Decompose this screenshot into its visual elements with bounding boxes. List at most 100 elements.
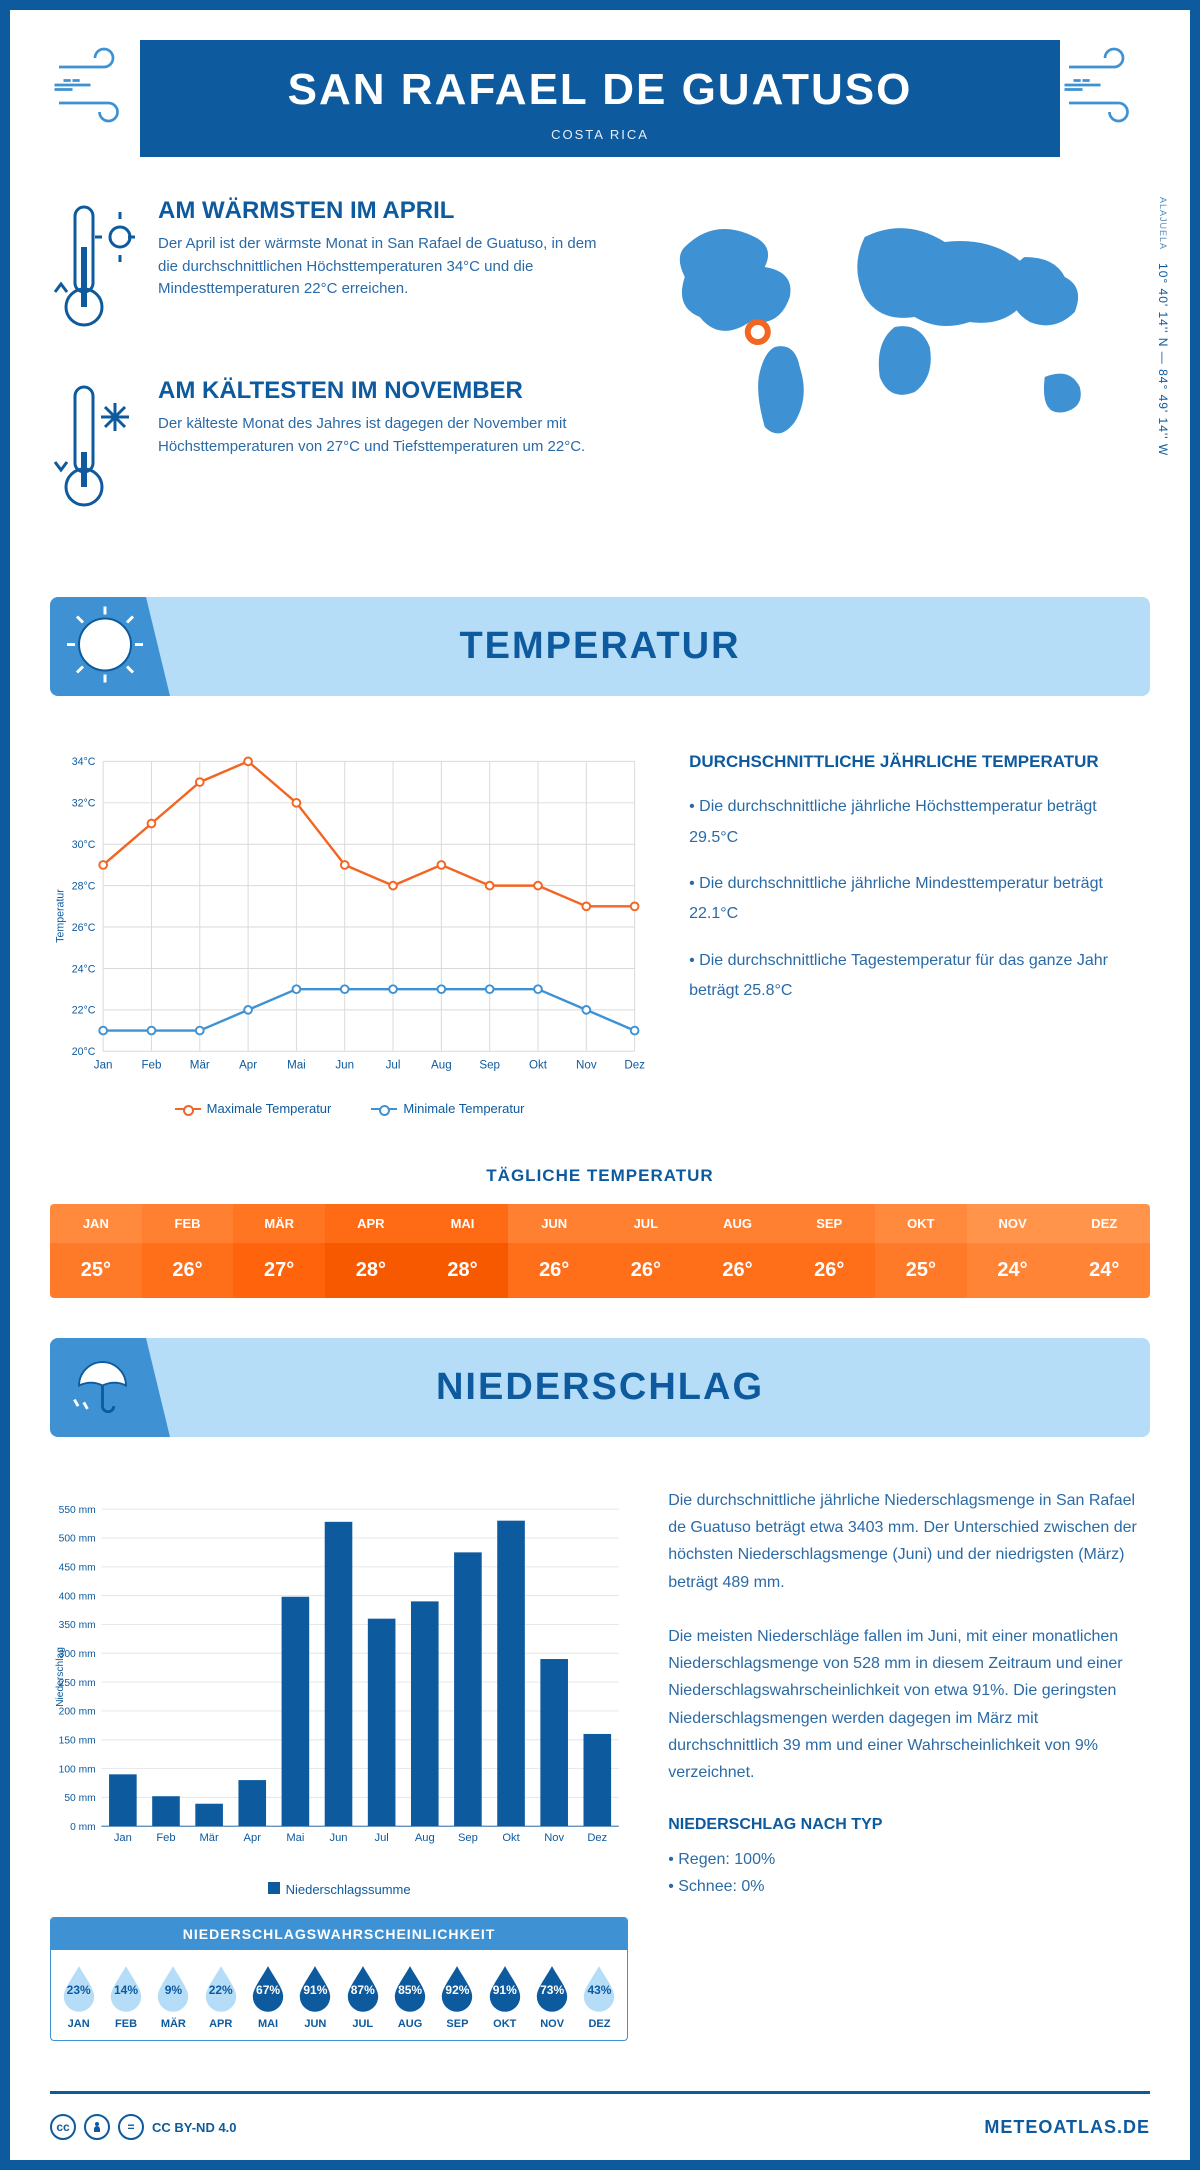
prob-cell: 92% SEP: [436, 1964, 479, 2030]
prob-cell: 91% JUN: [294, 1964, 337, 2030]
svg-text:Apr: Apr: [244, 1832, 262, 1844]
svg-text:450 mm: 450 mm: [59, 1563, 96, 1574]
prob-cell: 85% AUG: [388, 1964, 431, 2030]
svg-text:Dez: Dez: [624, 1060, 645, 1072]
drop-icon: 43%: [580, 1964, 618, 2012]
site-name: METEOATLAS.DE: [984, 2117, 1150, 2138]
prob-cell: 67% MAI: [246, 1964, 289, 2030]
precip-bar-chart: 0 mm50 mm100 mm150 mm200 mm250 mm300 mm3…: [50, 1487, 628, 1867]
svg-text:Aug: Aug: [431, 1060, 452, 1072]
license: cc = CC BY-ND 4.0: [50, 2114, 237, 2140]
prob-cell: 14% FEB: [104, 1964, 147, 2030]
svg-text:Okt: Okt: [529, 1060, 548, 1072]
svg-text:Jul: Jul: [386, 1060, 401, 1072]
svg-text:Niederschlag: Niederschlag: [55, 1647, 66, 1707]
thermometer-cold-icon: [50, 377, 140, 522]
temp-side-points: • Die durchschnittliche jährliche Höchst…: [689, 792, 1150, 1006]
footer: cc = CC BY-ND 4.0 METEOATLAS.DE: [50, 2091, 1150, 2140]
sun-icon: [65, 604, 145, 689]
daily-col: MÄR27°: [233, 1204, 325, 1298]
prob-cell: 22% APR: [199, 1964, 242, 2030]
drop-icon: 92%: [438, 1964, 476, 2012]
daily-col: JAN25°: [50, 1204, 142, 1298]
prob-cell: 9% MÄR: [152, 1964, 195, 2030]
daily-col: FEB26°: [142, 1204, 234, 1298]
svg-text:400 mm: 400 mm: [59, 1591, 96, 1602]
svg-text:22°C: 22°C: [72, 1005, 96, 1017]
svg-text:350 mm: 350 mm: [59, 1620, 96, 1631]
svg-text:Mai: Mai: [286, 1832, 304, 1844]
svg-text:100 mm: 100 mm: [59, 1764, 96, 1775]
prob-cell: 23% JAN: [57, 1964, 100, 2030]
drop-icon: 87%: [344, 1964, 382, 2012]
svg-text:200 mm: 200 mm: [59, 1707, 96, 1718]
prob-cell: 91% OKT: [483, 1964, 526, 2030]
daily-col: AUG26°: [692, 1204, 784, 1298]
page-title: SAN RAFAEL DE GUATUSO: [160, 65, 1040, 115]
svg-text:500 mm: 500 mm: [59, 1534, 96, 1545]
drop-icon: 85%: [391, 1964, 429, 2012]
svg-text:Jan: Jan: [94, 1060, 113, 1072]
svg-text:Mär: Mär: [199, 1832, 219, 1844]
wind-icon: [1060, 40, 1150, 130]
svg-text:50 mm: 50 mm: [64, 1793, 95, 1804]
cold-text: Der kälteste Monat des Jahres ist dagege…: [158, 413, 610, 458]
temperature-line-chart: 20°C22°C24°C26°C28°C30°C32°C34°CJanFebMä…: [50, 746, 649, 1086]
precip-text-1: Die durchschnittliche jährliche Niedersc…: [668, 1487, 1150, 1596]
coordinates: ALAJUELA 10° 40' 14'' N — 84° 49' 14'' W: [1156, 197, 1170, 456]
svg-text:Jan: Jan: [114, 1832, 132, 1844]
svg-text:Nov: Nov: [544, 1832, 564, 1844]
drop-icon: 22%: [202, 1964, 240, 2012]
svg-text:Jun: Jun: [329, 1832, 347, 1844]
drop-icon: 23%: [60, 1964, 98, 2012]
warm-title: AM WÄRMSTEN IM APRIL: [158, 197, 610, 225]
daily-col: MAI28°: [417, 1204, 509, 1298]
daily-col: JUL26°: [600, 1204, 692, 1298]
precip-type-title: NIEDERSCHLAG NACH TYP: [668, 1811, 1150, 1838]
svg-text:30°C: 30°C: [72, 839, 96, 851]
precip-title: NIEDERSCHLAG: [80, 1366, 1120, 1409]
daily-col: NOV24°: [967, 1204, 1059, 1298]
temperature-banner: TEMPERATUR: [50, 597, 1150, 696]
prob-cell: 43% DEZ: [578, 1964, 621, 2030]
temperature-legend: Maximale Temperatur Minimale Temperatur: [50, 1101, 649, 1116]
svg-text:26°C: 26°C: [72, 922, 96, 934]
daily-col: SEP26°: [783, 1204, 875, 1298]
svg-text:Dez: Dez: [587, 1832, 607, 1844]
svg-text:150 mm: 150 mm: [59, 1735, 96, 1746]
daily-col: JUN26°: [508, 1204, 600, 1298]
svg-text:24°C: 24°C: [72, 963, 96, 975]
precip-banner: NIEDERSCHLAG: [50, 1338, 1150, 1437]
svg-text:Sep: Sep: [458, 1832, 478, 1844]
svg-text:Okt: Okt: [502, 1832, 520, 1844]
precip-text-2: Die meisten Niederschläge fallen im Juni…: [668, 1623, 1150, 1786]
prob-cell: 87% JUL: [341, 1964, 384, 2030]
temp-side-title: DURCHSCHNITTLICHE JÄHRLICHE TEMPERATUR: [689, 746, 1150, 778]
svg-text:20°C: 20°C: [72, 1046, 96, 1058]
svg-text:34°C: 34°C: [72, 756, 96, 768]
cold-block: AM KÄLTESTEN IM NOVEMBER Der kälteste Mo…: [50, 377, 610, 522]
precip-type-points: • Regen: 100%• Schnee: 0%: [668, 1846, 1150, 1900]
wind-icon: [50, 40, 140, 130]
svg-text:28°C: 28°C: [72, 880, 96, 892]
daily-col: OKT25°: [875, 1204, 967, 1298]
svg-text:Feb: Feb: [156, 1832, 175, 1844]
drop-icon: 73%: [533, 1964, 571, 2012]
drop-icon: 67%: [249, 1964, 287, 2012]
drop-icon: 91%: [296, 1964, 334, 2012]
prob-cell: 73% NOV: [530, 1964, 573, 2030]
thermometer-hot-icon: [50, 197, 140, 342]
daily-temp-table: JAN25°FEB26°MÄR27°APR28°MAI28°JUN26°JUL2…: [50, 1204, 1150, 1298]
svg-text:32°C: 32°C: [72, 798, 96, 810]
temperature-title: TEMPERATUR: [80, 625, 1120, 668]
world-map: [640, 197, 1150, 457]
svg-text:Aug: Aug: [415, 1832, 435, 1844]
drop-icon: 91%: [486, 1964, 524, 2012]
country-label: COSTA RICA: [160, 127, 1040, 142]
svg-text:0 mm: 0 mm: [70, 1822, 96, 1833]
precip-prob-box: NIEDERSCHLAGSWAHRSCHEINLICHKEIT 23% JAN …: [50, 1917, 628, 2041]
svg-text:Temperatur: Temperatur: [55, 889, 67, 943]
drop-icon: 9%: [154, 1964, 192, 2012]
warm-text: Der April ist der wärmste Monat in San R…: [158, 233, 610, 301]
svg-text:Mär: Mär: [190, 1060, 210, 1072]
